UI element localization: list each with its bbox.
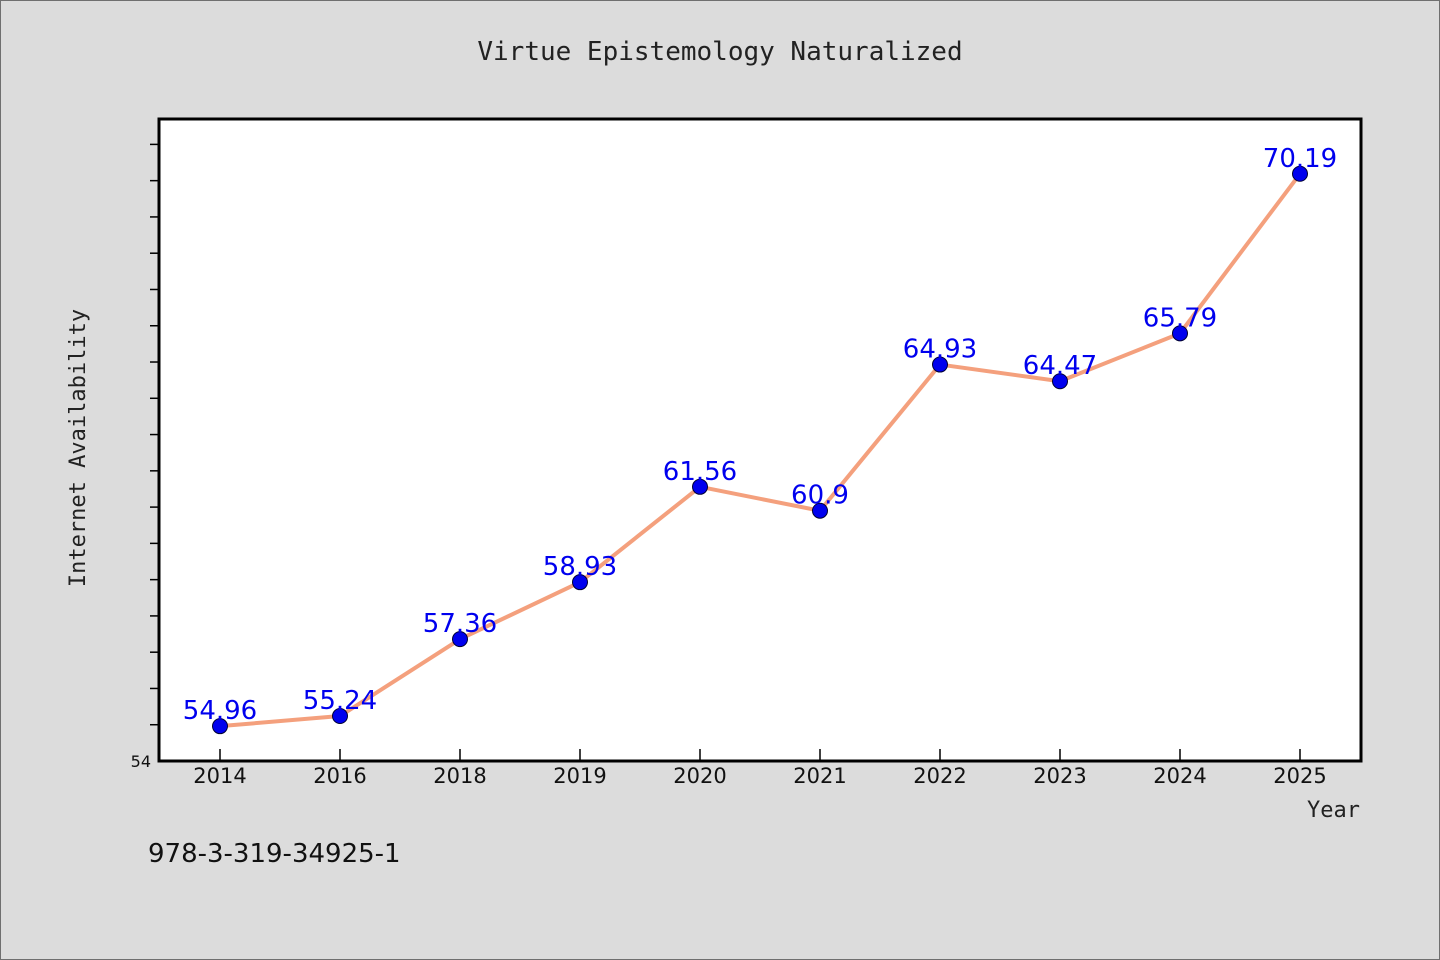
data-label: 61.56 — [663, 457, 737, 487]
x-tick-label: 2025 — [1273, 764, 1326, 788]
data-point — [332, 708, 348, 725]
y-axis-ticks: 54 — [131, 143, 159, 771]
data-label: 64.47 — [1023, 351, 1097, 381]
x-tick-label: 2016 — [313, 764, 366, 788]
x-tick-label: 2021 — [793, 764, 846, 788]
data-point — [572, 574, 588, 591]
x-tick-label: 2020 — [673, 764, 726, 788]
data-point — [452, 631, 468, 648]
data-point — [1292, 165, 1308, 182]
data-point — [1172, 325, 1188, 342]
data-point — [692, 478, 708, 495]
plot-area — [157, 117, 1363, 763]
chart-title: Virtue Epistemology Naturalized — [477, 37, 962, 67]
x-tick-label: 2014 — [193, 764, 246, 788]
series-markers — [212, 165, 1308, 735]
isbn-label: 978-3-319-34925-1 — [148, 839, 401, 869]
x-tick-label: 2023 — [1033, 764, 1086, 788]
data-label: 65.79 — [1143, 303, 1217, 333]
y-tick-label: 54 — [131, 752, 151, 771]
data-label: 55.24 — [303, 686, 377, 716]
data-point — [1052, 373, 1068, 390]
x-axis-label: Year — [1307, 798, 1360, 823]
x-tick-label: 2019 — [553, 764, 606, 788]
data-label: 70.19 — [1263, 144, 1337, 174]
x-axis-ticks: 2014 2016 2018 2019 2020 2021 2022 2023 2024 2025 — [193, 749, 1327, 788]
series-line — [219, 172, 1302, 729]
data-point — [812, 502, 828, 519]
data-label: 54.96 — [183, 696, 257, 726]
x-tick-label: 2024 — [1153, 764, 1206, 788]
x-tick-label: 2018 — [433, 764, 486, 788]
y-axis-label: Internet Availability — [66, 309, 91, 587]
data-point — [932, 356, 948, 373]
data-labels: 54.96 55.24 57.36 58.93 61.56 60.9 64.93 64.47 6… — [183, 144, 1337, 726]
data-label: 57.36 — [423, 609, 497, 639]
data-label: 58.93 — [543, 552, 617, 582]
data-label: 60.9 — [791, 481, 849, 511]
data-label: 64.93 — [903, 335, 977, 365]
x-tick-label: 2022 — [913, 764, 966, 788]
data-point — [212, 718, 228, 735]
